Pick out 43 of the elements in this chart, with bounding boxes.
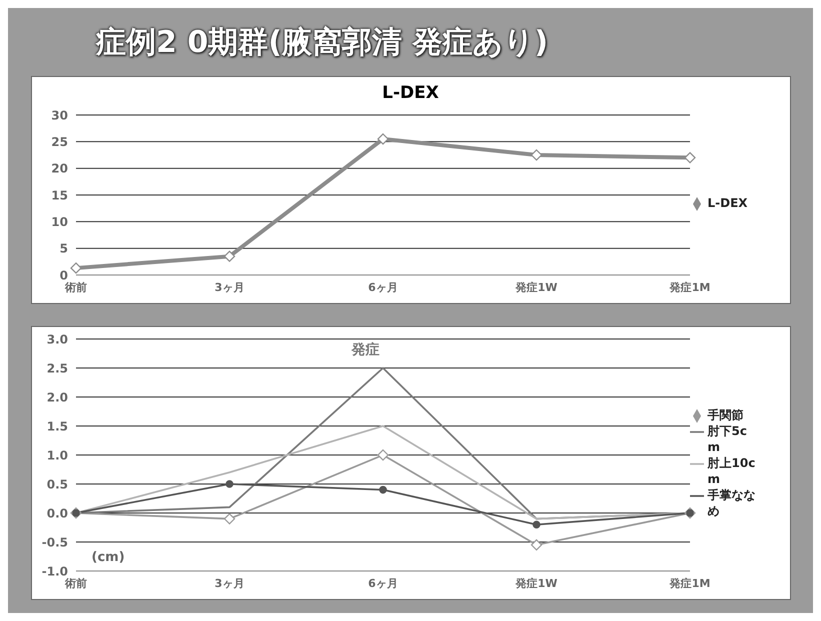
legend-label: 手関節 [708,407,744,423]
y-tick-label: 15 [50,188,68,202]
chart-title: 症例2 0期群(腋窩郭清 発症あり) [94,24,550,62]
x-tick-label: 術前 [64,576,86,590]
x-tick-label: 3ヶ月 [214,576,244,590]
legend-label: L-DEX [708,195,749,211]
point [376,449,388,461]
x-tick-label: 発症1M [668,280,710,294]
x-tick-label: 術前 [64,280,86,294]
legend-label: 手掌ななめ [708,487,756,519]
y-tick-label: 2.5 [46,361,68,376]
x-tick-label: 発症1W [514,280,557,294]
y-tick-label: 1.0 [46,448,68,462]
x-tick-label: 6ヶ月 [368,280,398,294]
y-tick-label: 0 [59,268,68,282]
point [532,520,540,528]
y-tick-label: 3.0 [46,332,68,346]
y-tick-label: -1.0 [41,564,68,578]
point [378,486,386,494]
legend-label: 肘下5cm [708,423,748,455]
point [225,480,233,488]
point [223,513,235,524]
annotation: 発症 [352,341,380,359]
chart-subtitle: L-DEX [381,82,440,103]
y-tick-label: 2.0 [46,390,68,404]
point [530,539,542,550]
y-axis-title: (cm) [92,550,125,565]
y-tick-label: 1.5 [46,419,68,434]
y-tick-label: -0.5 [41,535,68,550]
y-tick-label: 30 [50,108,68,122]
x-tick-label: 発症1M [668,576,710,590]
y-tick-label: 25 [50,134,68,149]
y-tick-label: 20 [50,162,68,176]
y-tick-label: 5 [59,242,68,256]
x-tick-label: 発症1W [514,576,557,590]
x-tick-label: 3ヶ月 [214,280,244,294]
y-tick-label: 0.5 [46,477,68,492]
legend-label: 肘上10cm [708,455,756,487]
y-tick-label: 0.0 [46,506,68,520]
y-tick-label: 10 [50,214,68,229]
point [70,262,82,274]
x-tick-label: 6ヶ月 [368,576,398,590]
point [376,133,388,145]
